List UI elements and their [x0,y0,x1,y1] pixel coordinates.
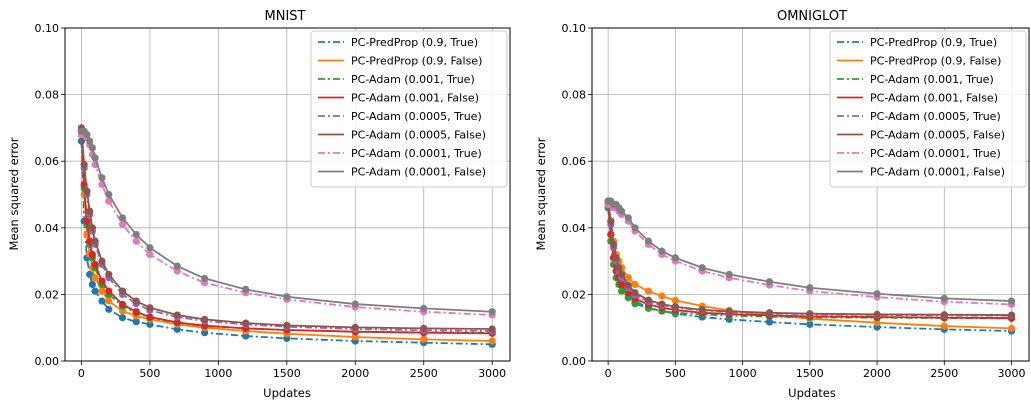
legend-entry: PC-PredProp (0.9, False) [870,55,1001,68]
series-line [81,130,493,313]
series-line [80,134,493,342]
y-tick-label: 0.04 [35,222,60,235]
y-tick-label: 0.06 [562,155,587,168]
data-point [132,318,140,326]
y-tick-label: 0.04 [562,222,587,235]
omniglot-chart: OMNIGLOT 0 500 1000 1500 2000 2500 3000 0.00 0.0… [534,9,1030,400]
x-tick-label: 2000 [341,367,369,380]
legend-entry: PC-PredProp (0.9, False) [351,55,482,68]
x-axis-label: Updates [263,386,311,400]
series-line [80,127,493,330]
series-line [607,201,1012,316]
x-tick-label: 2000 [863,367,891,380]
legend-entry: PC-Adam (0.0001, True) [351,147,482,160]
data-point [146,320,154,328]
chart-title: MNIST [265,9,306,24]
x-tick-label: 0 [78,367,85,380]
y-tick-label: 0.10 [562,22,587,35]
legend-entry: PC-Adam (0.001, False) [351,92,479,105]
plot-frame [64,27,511,362]
legend-entry: PC-Adam (0.0005, False) [351,129,486,142]
data-point [88,280,96,289]
legend-entry: PC-Adam (0.0005, True) [870,110,1001,123]
legend-entry: PC-PredProp (0.9, True) [351,36,478,49]
y-tick-label: 0.08 [35,89,60,102]
x-tick-label: 2500 [930,367,958,380]
x-tick-label: 3000 [478,367,506,380]
series-lines [77,124,496,348]
x-tick-label: 500 [139,367,160,380]
data-point [242,332,250,340]
legend-entry: PC-Adam (0.001, True) [351,73,475,86]
legend: PC-PredProp (0.9, True) PC-PredProp (0.9,… [310,30,508,188]
y-axis-label: Mean squared error [7,137,21,250]
x-tick-label: 500 [665,367,686,380]
series-7 [604,197,1016,305]
data-point [488,325,496,333]
x-tick-label: 1500 [273,367,301,380]
legend-entry: PC-PredProp (0.9, True) [870,36,997,49]
series-line [607,207,1012,320]
series-7 [77,127,496,316]
series-line [608,200,1012,302]
y-tick-label: 0.00 [35,355,60,368]
series-5 [77,124,496,333]
x-axis-label: Updates [788,386,836,400]
chart-title: OMNIGLOT [777,9,847,24]
legend-entry: PC-Adam (0.001, True) [870,73,994,86]
tick-labels: 0 500 1000 1500 2000 2500 3000 0.00 0.02 0.04 0.06… [562,22,1026,380]
legend-entry: PC-Adam (0.0005, True) [351,110,482,123]
y-tick-label: 0.10 [35,22,60,35]
x-tick-label: 1000 [729,367,757,380]
legend-box [310,30,508,188]
y-tick-label: 0.06 [35,155,60,168]
series-lines [604,197,1016,335]
x-tick-label: 0 [605,367,612,380]
legend-entry: PC-Adam (0.0005, False) [870,129,1005,142]
series-line [81,133,493,316]
legend-entry: PC-Adam (0.0001, True) [870,147,1001,160]
y-tick-label: 0.02 [35,288,60,301]
x-tick-label: 1000 [204,367,232,380]
series-line [80,141,493,346]
x-tick-label: 2500 [410,367,438,380]
legend-entry: PC-Adam (0.0001, False) [351,166,486,179]
legend-box [829,30,1027,188]
legend-entry: PC-Adam (0.0001, False) [870,166,1005,179]
y-axis-label: Mean squared error [534,137,548,250]
data-point [617,287,626,295]
y-tick-label: 0.08 [562,89,587,102]
y-tick-label: 0.02 [562,288,587,301]
legend-entry: PC-Adam (0.001, False) [870,92,998,105]
tick-labels: 0 500 1000 1500 2000 2500 3000 0.00 0.02 0.04 0.06… [35,22,507,380]
mnist-chart: MNIST 0 500 1000 1500 2000 2500 3000 0.00 0.02 0.… [7,9,511,400]
data-point [86,270,94,279]
x-tick-label: 3000 [998,367,1026,380]
x-tick-label: 1500 [796,367,824,380]
y-tick-label: 0.00 [562,355,587,368]
legend: PC-PredProp (0.9, True) PC-PredProp (0.9,… [829,30,1027,188]
series-line [80,131,493,335]
plot-frame [591,27,1030,362]
